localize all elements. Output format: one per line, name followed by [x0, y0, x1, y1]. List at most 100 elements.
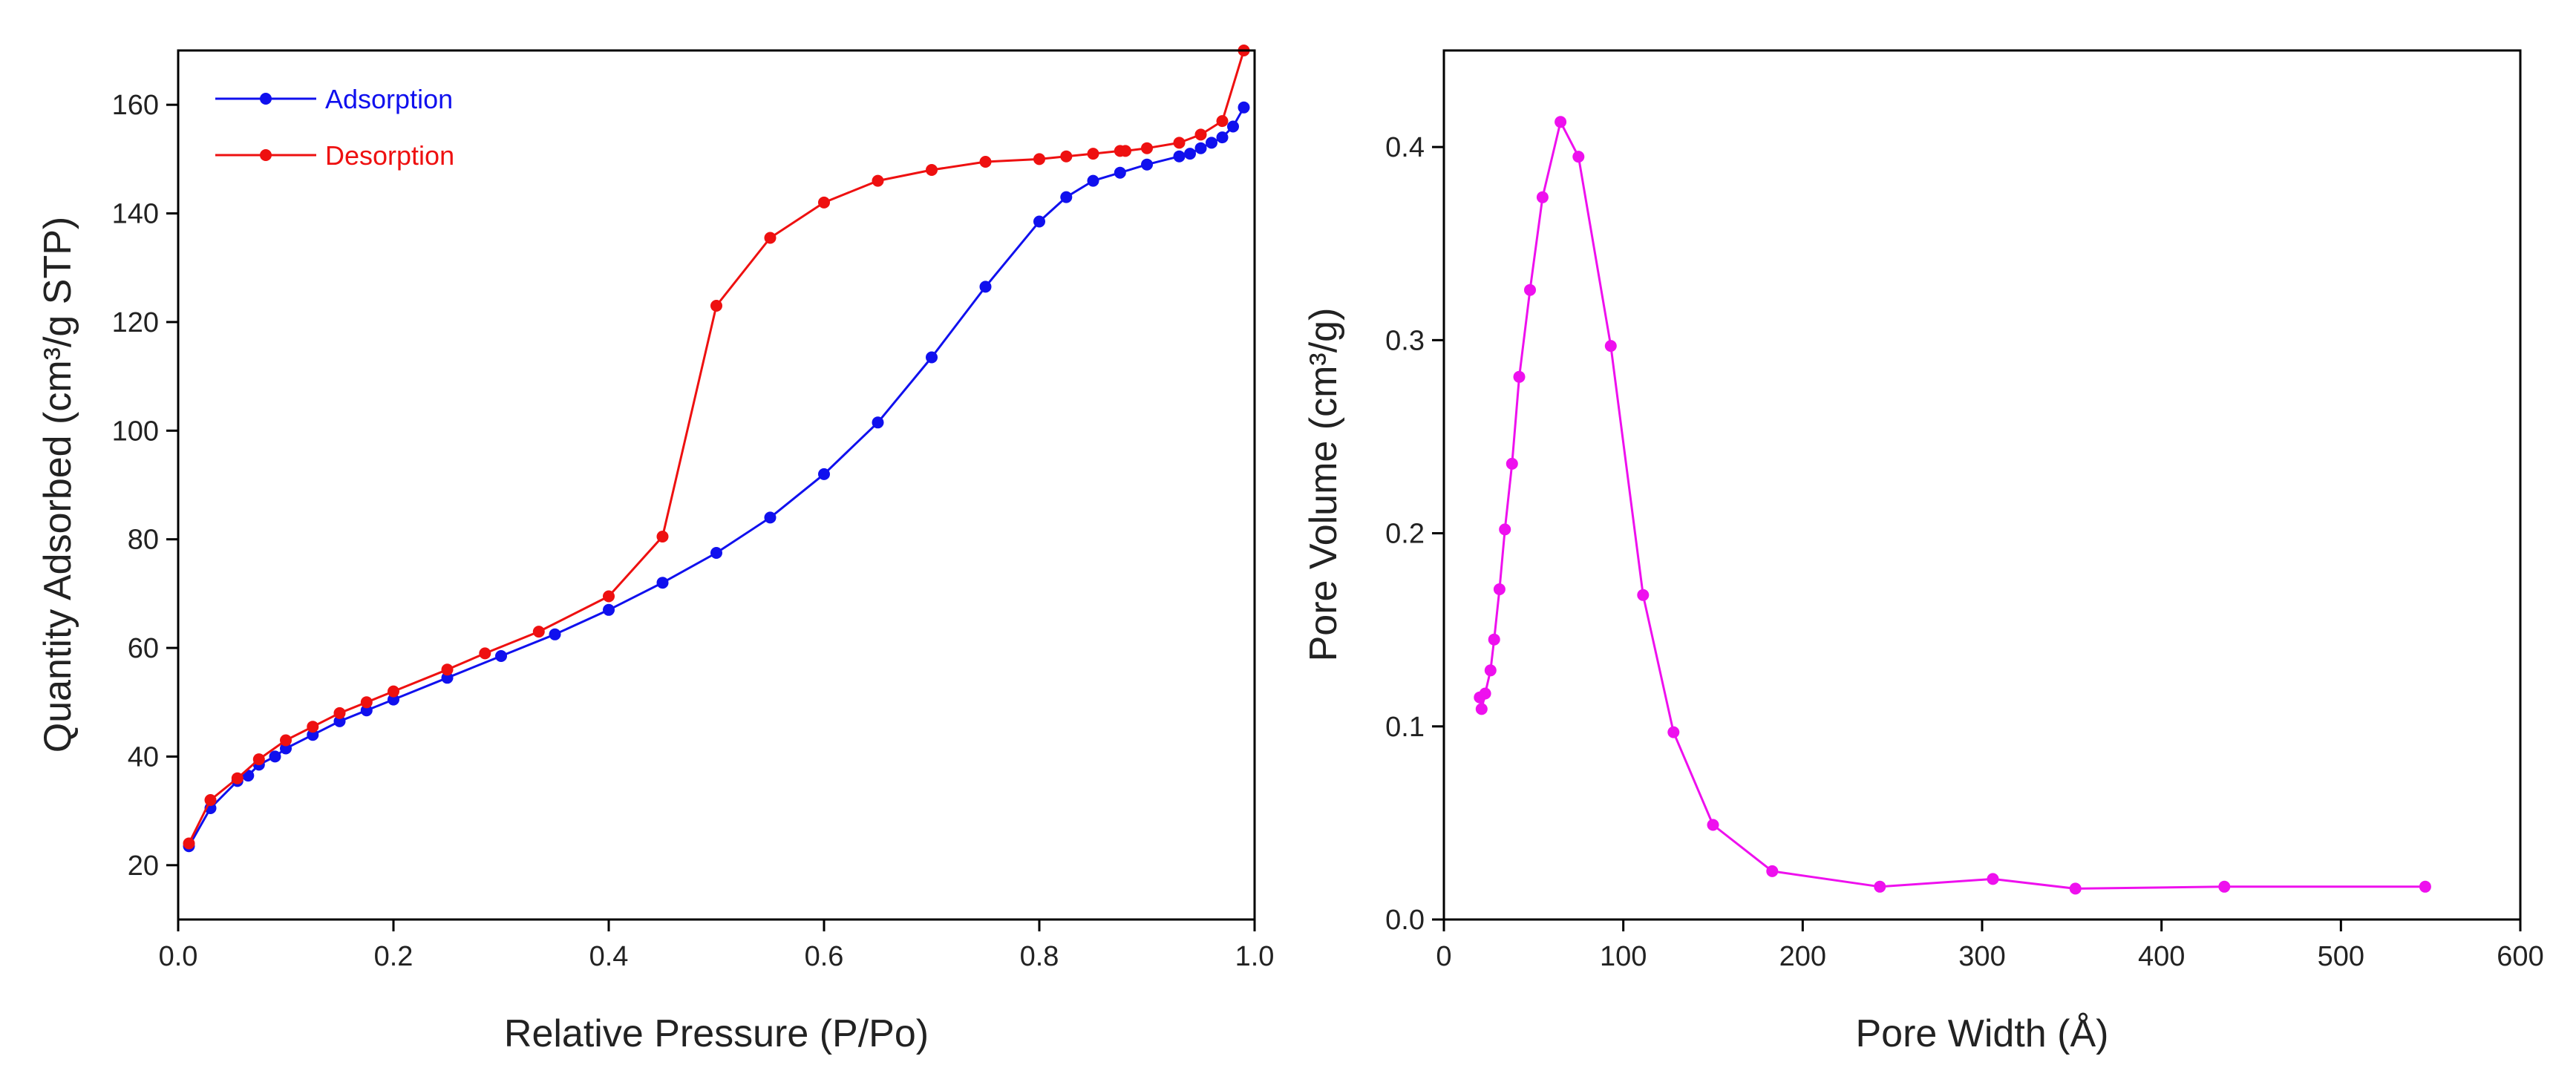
desorption-data-point — [1060, 150, 1073, 163]
adsorption-data-point — [441, 672, 454, 684]
adsorption-data-point — [979, 281, 992, 293]
adsorption-data-point — [656, 577, 669, 589]
desorption-data-point — [979, 156, 992, 168]
legend-adsorption-marker — [260, 93, 272, 105]
adsorption-data-point — [333, 715, 346, 727]
isotherm-y-tick-label: 20 — [128, 850, 159, 882]
pore-volume-data-point — [1475, 703, 1488, 715]
adsorption-data-point — [710, 547, 722, 559]
isotherm-y-tick-label: 100 — [112, 416, 159, 447]
isotherm-axes: 0.0 0.2 0.4 0.6 0.8 1.0 20 40 60 80 100 120 140 160 — [112, 90, 1275, 972]
adsorption-data-point — [1184, 148, 1196, 160]
isotherm-y-tick-label: 140 — [112, 199, 159, 230]
adsorption-data-point — [926, 351, 938, 364]
pore-volume-data-point — [1572, 151, 1585, 163]
pore-x-tick-label: 0 — [1436, 941, 1451, 972]
isotherm-plot-area — [183, 45, 1250, 853]
isotherm-x-tick-label: 0.2 — [374, 941, 413, 972]
pore-volume-data-point — [1766, 865, 1779, 877]
pore-volume-data-point — [1707, 819, 1719, 831]
desorption-data-point — [333, 707, 346, 719]
desorption-data-point — [479, 647, 491, 660]
pore-x-axis-title: Pore Width (Å) — [1856, 1012, 2109, 1055]
desorption-data-point — [710, 300, 722, 312]
adsorption-data-point — [1141, 158, 1153, 171]
isotherm-x-tick-label: 0.4 — [589, 941, 629, 972]
isotherm-x-tick-label: 0.8 — [1020, 941, 1059, 972]
adsorption-data-point — [872, 416, 884, 429]
pore-volume-data-point — [1493, 583, 1506, 595]
adsorption-data-point — [1206, 137, 1217, 149]
adsorption-data-point — [1060, 191, 1073, 203]
adsorption-data-point — [307, 729, 319, 741]
pore-volume-data-point — [2419, 880, 2431, 893]
pore-plot-area — [1474, 116, 2431, 895]
pore-volume-series-line — [1478, 120, 2425, 890]
desorption-data-point — [1033, 153, 1045, 165]
pore-plot-frame — [1442, 49, 2522, 921]
adsorption-data-point — [280, 742, 292, 755]
adsorption-data-point — [1087, 174, 1099, 187]
desorption-data-point — [926, 164, 938, 176]
desorption-data-point — [231, 772, 243, 784]
desorption-data-point — [1087, 148, 1099, 160]
pore-volume-data-point — [1513, 370, 1526, 383]
pore-volume-data-point — [1499, 523, 1511, 536]
pore-x-tick-label: 100 — [1600, 941, 1647, 972]
isotherm-y-axis-title: Quantity Adsorbed (cm³/g STP) — [36, 217, 79, 753]
desorption-data-point — [1194, 128, 1207, 141]
isotherm-y-tick-label: 80 — [128, 525, 159, 556]
pore-x-tick-label: 200 — [1779, 941, 1826, 972]
desorption-data-point — [280, 734, 292, 747]
pore-y-tick-label: 0.3 — [1385, 325, 1425, 356]
pore-volume-data-point — [1484, 664, 1497, 677]
desorption-data-point — [872, 174, 884, 187]
isotherm-x-tick-label: 1.0 — [1235, 941, 1275, 972]
pore-volume-data-point — [1987, 873, 1999, 885]
pore-volume-data-point — [1637, 589, 1650, 601]
pore-x-tick-label: 600 — [2497, 941, 2543, 972]
adsorption-series-line — [188, 107, 1245, 847]
adsorption-data-point — [818, 468, 830, 480]
isotherm-y-tick-label: 120 — [112, 307, 159, 338]
pore-volume-data-point — [1506, 457, 1518, 470]
pore-volume-data-point — [1604, 340, 1617, 353]
pore-volume-data-point — [1524, 283, 1536, 296]
desorption-data-point — [1141, 142, 1153, 154]
pore-volume-data-point — [2218, 880, 2231, 893]
pore-distribution-chart: 0 100 200 300 400 500 600 0.0 0.1 0.2 0.3 0.4 Pore … — [1302, 49, 2544, 1055]
adsorption-data-point — [388, 693, 399, 706]
pore-axes: 0 100 200 300 400 500 600 0.0 0.1 0.2 0.3 0.4 — [1385, 132, 2544, 972]
adsorption-data-point — [269, 750, 281, 763]
desorption-data-point — [307, 721, 319, 733]
pore-volume-data-point — [1874, 880, 1886, 893]
pore-volume-data-point — [1536, 191, 1549, 203]
adsorption-data-point — [549, 628, 561, 640]
desorption-data-point — [656, 531, 669, 542]
desorption-data-point — [360, 696, 373, 709]
adsorption-data-point — [1216, 131, 1229, 144]
adsorption-data-point — [495, 650, 507, 662]
pore-y-tick-label: 0.1 — [1385, 712, 1425, 743]
pore-volume-data-point — [2069, 882, 2082, 895]
desorption-data-point — [603, 590, 615, 603]
adsorption-data-point — [603, 603, 615, 616]
desorption-data-point — [183, 837, 195, 850]
desorption-data-point — [764, 232, 777, 244]
adsorption-data-point — [1173, 150, 1186, 163]
pore-y-tick-label: 0.4 — [1385, 132, 1425, 163]
adsorption-data-point — [1033, 215, 1045, 228]
adsorption-data-point — [764, 511, 777, 524]
adsorption-data-point — [1238, 101, 1250, 114]
pore-x-tick-label: 300 — [1958, 941, 2005, 972]
adsorption-data-point — [1194, 142, 1207, 154]
legend-desorption-label: Desorption — [325, 140, 454, 171]
pore-volume-data-point — [1479, 687, 1491, 700]
desorption-data-point — [204, 794, 217, 806]
isotherm-y-tick-label: 60 — [128, 633, 159, 664]
desorption-data-point — [441, 663, 454, 676]
pore-volume-data-point — [1667, 726, 1680, 738]
isotherm-legend: Adsorption Desorption — [215, 84, 454, 171]
isotherm-y-tick-label: 160 — [112, 90, 159, 121]
